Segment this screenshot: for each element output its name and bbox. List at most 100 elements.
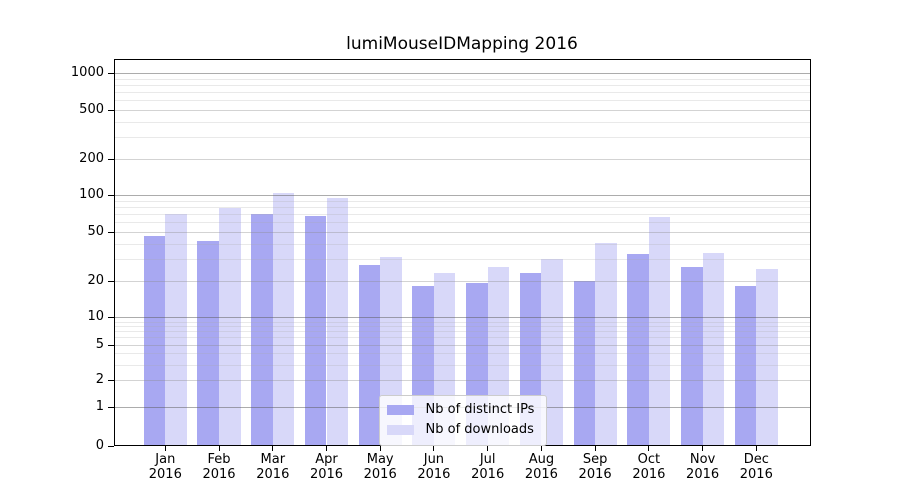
minor-gridline xyxy=(114,337,810,339)
x-label-month: Jan xyxy=(155,452,176,467)
chart-title: lumiMouseIDMapping 2016 xyxy=(346,34,578,54)
y-axis-tick-label: 50 xyxy=(87,224,104,239)
x-tick-mark xyxy=(540,446,542,451)
bar-downloads-aug xyxy=(541,259,563,446)
y-tick-mark xyxy=(108,73,114,75)
x-tick-mark xyxy=(164,446,166,451)
bar-distinct-ips-mar xyxy=(251,214,273,446)
minor-gridline xyxy=(114,78,810,80)
minor-gridline xyxy=(114,331,810,333)
minor-gridline xyxy=(114,200,810,202)
y-axis-tick-label: 2 xyxy=(95,372,104,388)
x-label-year: 2016 xyxy=(363,467,397,482)
minor-gridline xyxy=(114,100,810,102)
gridline xyxy=(114,110,810,111)
x-axis-tick-label: Nov 2016 xyxy=(671,452,735,482)
y-tick-mark xyxy=(108,317,114,319)
bar-distinct-ips-sep xyxy=(573,280,596,446)
legend-item-distinct-ips: Nb of distinct IPs xyxy=(380,400,546,420)
legend-label-downloads: Nb of downloads xyxy=(425,422,534,437)
x-label-year: 2016 xyxy=(309,467,344,482)
bar-distinct-ips-nov xyxy=(681,266,703,446)
x-tick-mark xyxy=(755,446,757,451)
x-tick-mark xyxy=(702,446,704,451)
legend: Nb of distinct IPs Nb of downloads xyxy=(378,394,547,446)
x-axis-tick-label: Feb 2016 xyxy=(187,452,251,482)
y-axis-tick-label: 1 xyxy=(95,399,104,415)
x-label-month: Aug xyxy=(528,452,555,467)
legend-swatch-distinct-ips xyxy=(386,404,414,415)
minor-gridline xyxy=(114,364,810,366)
bar-distinct-ips-may xyxy=(358,264,381,446)
x-tick-mark xyxy=(272,446,274,451)
x-label-year: 2016 xyxy=(578,467,612,482)
x-label-month: Dec xyxy=(743,452,769,467)
x-label-year: 2016 xyxy=(686,467,720,482)
x-label-year: 2016 xyxy=(739,467,773,482)
y-tick-mark xyxy=(108,195,114,197)
x-label-month: Jul xyxy=(479,452,496,467)
y-tick-mark xyxy=(108,407,114,409)
bar-downloads-sep xyxy=(595,242,617,446)
bar-downloads-mar xyxy=(272,192,295,446)
y-axis-tick-label: 500 xyxy=(79,102,104,117)
minor-gridline xyxy=(114,353,810,355)
y-tick-mark xyxy=(108,232,114,233)
y-axis-tick-label: 10 xyxy=(87,309,104,325)
gridline xyxy=(114,317,810,319)
minor-gridline xyxy=(114,222,810,224)
x-axis-tick-label: Apr 2016 xyxy=(295,452,359,482)
bar-distinct-ips-jan xyxy=(143,236,166,446)
x-tick-mark xyxy=(433,446,435,451)
x-label-month: Apr xyxy=(315,452,338,467)
x-axis-tick-label: Sep 2016 xyxy=(563,452,627,482)
minor-gridline xyxy=(114,321,810,323)
x-label-month: Jun xyxy=(423,452,445,467)
bar-downloads-feb xyxy=(219,207,241,446)
bar-downloads-nov xyxy=(702,252,725,446)
x-label-year: 2016 xyxy=(632,467,666,482)
y-tick-mark xyxy=(108,344,114,346)
x-label-month: Sep xyxy=(582,452,608,467)
plot-area xyxy=(114,60,810,446)
x-axis-tick-label: Mar 2016 xyxy=(241,452,305,482)
x-axis-tick-label: Jun 2016 xyxy=(402,452,466,482)
y-axis-tick-label: 0 xyxy=(95,437,104,453)
x-axis-tick-label: Jan 2016 xyxy=(133,452,197,482)
x-label-month: Feb xyxy=(207,452,231,467)
x-axis-tick-label: Jul 2016 xyxy=(456,452,520,482)
bar-distinct-ips-dec xyxy=(734,286,757,446)
x-tick-mark xyxy=(487,446,489,451)
x-label-year: 2016 xyxy=(202,467,236,482)
gridline xyxy=(114,232,810,233)
x-label-year: 2016 xyxy=(148,467,182,482)
gridline xyxy=(114,380,810,382)
y-axis-tick-label: 200 xyxy=(79,150,104,166)
x-tick-mark xyxy=(218,446,220,451)
legend-swatch-downloads xyxy=(386,424,414,435)
x-tick-mark xyxy=(326,446,327,451)
x-axis-tick-label: Dec 2016 xyxy=(724,452,788,482)
y-tick-mark xyxy=(108,280,114,282)
bar-downloads-apr xyxy=(326,198,349,446)
legend-label-distinct-ips: Nb of distinct IPs xyxy=(425,402,535,417)
y-tick-mark xyxy=(108,445,114,447)
minor-gridline xyxy=(114,207,810,209)
x-label-year: 2016 xyxy=(471,467,505,482)
gridline xyxy=(114,73,810,75)
bar-distinct-ips-oct xyxy=(627,254,649,446)
y-axis-tick-label: 5 xyxy=(95,336,104,352)
x-label-year: 2016 xyxy=(417,467,451,482)
bar-distinct-ips-apr xyxy=(304,215,327,446)
x-label-month: Mar xyxy=(260,452,286,467)
x-axis-tick-label: Oct 2016 xyxy=(617,452,681,482)
legend-item-downloads: Nb of downloads xyxy=(380,420,546,440)
minor-gridline xyxy=(114,121,810,123)
y-axis-tick-label: 1000 xyxy=(70,65,104,81)
minor-gridline xyxy=(114,259,810,261)
gridline xyxy=(114,158,810,160)
minor-gridline xyxy=(114,243,810,245)
y-tick-mark xyxy=(108,158,114,160)
x-tick-mark xyxy=(648,446,650,451)
